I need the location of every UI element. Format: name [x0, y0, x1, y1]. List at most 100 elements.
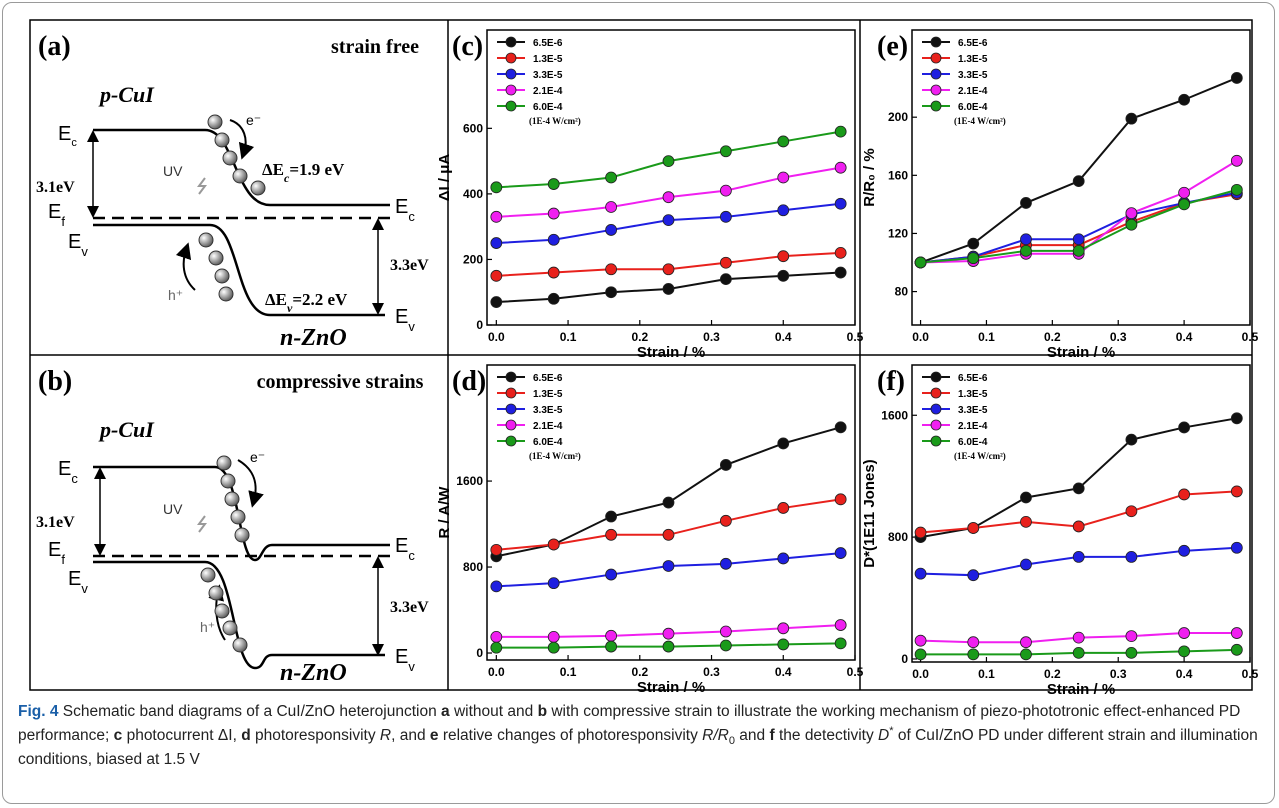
panel-label: (c) — [452, 31, 483, 62]
caption-text: relative changes of photoresponsivity — [438, 727, 703, 744]
level-sub: f — [61, 552, 65, 567]
x-tick-label: 0.4 — [775, 330, 792, 344]
electron-label: e⁻ — [246, 112, 261, 128]
data-point — [490, 237, 503, 249]
legend-marker — [930, 371, 942, 383]
data-point — [1178, 627, 1191, 639]
data-point — [547, 538, 560, 551]
hole-label: h⁺ — [200, 619, 215, 635]
data-point — [1125, 646, 1138, 659]
caption-text: R — [379, 727, 392, 744]
level-main: E — [48, 539, 61, 561]
offset-main: ΔE — [262, 160, 284, 179]
caption-text: * — [889, 724, 894, 737]
data-point — [834, 125, 847, 138]
data-point — [1020, 197, 1032, 209]
data-point — [1230, 412, 1243, 425]
level-sub: c — [71, 471, 78, 486]
level-label: Ev — [68, 568, 88, 596]
data-point — [777, 250, 790, 263]
x-tick-label: 0.4 — [1176, 330, 1193, 344]
legend-note: (1E-4 W/cm²) — [529, 116, 581, 126]
data-point — [605, 568, 618, 581]
legend-label: 3.3E-5 — [958, 405, 988, 416]
data-point — [662, 496, 675, 509]
legend-label: 3.3E-5 — [533, 405, 563, 416]
legend-marker — [930, 52, 942, 64]
x-tick-label: 0.2 — [631, 665, 648, 679]
data-point — [605, 629, 618, 642]
data-point — [1230, 72, 1243, 84]
gap-label: 3.1eV — [36, 514, 75, 531]
legend-label: 6.5E-6 — [958, 38, 988, 49]
data-point — [662, 560, 675, 572]
data-point — [490, 641, 503, 654]
x-tick-label: 0.3 — [703, 665, 720, 679]
y-tick-label: 800 — [888, 530, 908, 544]
caption-text: photoresponsivity — [250, 727, 380, 744]
hole-arrow — [175, 242, 196, 291]
legend-label: 6.0E-4 — [533, 102, 563, 113]
data-point — [1230, 643, 1243, 656]
data-point — [547, 178, 560, 190]
data-point — [547, 207, 560, 220]
conduction-band — [93, 128, 390, 207]
caption-text: photocurrent ΔI, — [122, 727, 242, 744]
data-point — [1125, 218, 1138, 231]
level-main: E — [58, 123, 71, 145]
caption-text: with compressive strain to illustrate th… — [18, 703, 1241, 744]
x-tick-label: 0.2 — [1044, 330, 1061, 344]
y-tick-label: 160 — [888, 168, 908, 182]
legend-label: 2.1E-4 — [958, 86, 988, 97]
y-tick-label: 400 — [463, 187, 483, 201]
data-point — [834, 619, 847, 631]
gap-label: 3.3eV — [390, 599, 429, 616]
y-tick-label: 1600 — [881, 408, 908, 422]
data-point — [1178, 186, 1191, 199]
data-point — [1020, 515, 1032, 528]
p-side-label: p-CuI — [98, 82, 155, 107]
data-point — [1230, 154, 1243, 167]
data-point — [490, 210, 503, 223]
x-tick-label: 0.0 — [912, 330, 929, 344]
valence-band — [93, 560, 385, 670]
data-point — [1020, 648, 1032, 661]
level-main: E — [68, 231, 81, 253]
p-side-label: p-CuI — [98, 417, 155, 442]
caption-text: b — [537, 703, 548, 720]
x-tick-label: 0.5 — [847, 665, 864, 679]
x-tick-label: 0.4 — [775, 665, 792, 679]
legend-label: 2.1E-4 — [533, 421, 563, 432]
data-point — [1072, 646, 1085, 659]
panel-label: (d) — [452, 366, 486, 397]
panel-label: (f) — [877, 366, 905, 397]
offset-label: ΔEc=1.9 eV — [262, 160, 345, 185]
legend-label: 3.3E-5 — [958, 70, 988, 81]
data-point — [547, 266, 560, 279]
data-point — [605, 286, 618, 299]
legend-marker — [505, 68, 517, 80]
caption-text: f — [769, 727, 775, 744]
legend-note: (1E-4 W/cm²) — [954, 116, 1006, 126]
data-point — [490, 269, 503, 282]
data-point — [1125, 505, 1138, 518]
x-axis-label: Strain / % — [1047, 344, 1115, 361]
data-point — [1230, 627, 1243, 639]
band-diagram-b: (b) compressive strains p-CuI n-ZnO 3.1e… — [36, 366, 429, 686]
legend-label: 6.5E-6 — [533, 373, 563, 384]
level-label: Ef — [48, 539, 65, 567]
level-sub: v — [81, 244, 88, 259]
y-axis-label: R/R₀ / % — [861, 148, 878, 206]
data-point — [777, 502, 790, 514]
y-tick-label: 600 — [463, 121, 483, 135]
data-point — [834, 161, 847, 174]
level-sub: v — [408, 319, 415, 334]
data-point — [605, 640, 618, 653]
level-main: E — [395, 535, 408, 557]
legend-marker — [505, 84, 517, 96]
data-point — [834, 246, 847, 259]
data-point — [1230, 183, 1243, 196]
data-point — [777, 135, 790, 148]
level-main: E — [395, 306, 408, 328]
